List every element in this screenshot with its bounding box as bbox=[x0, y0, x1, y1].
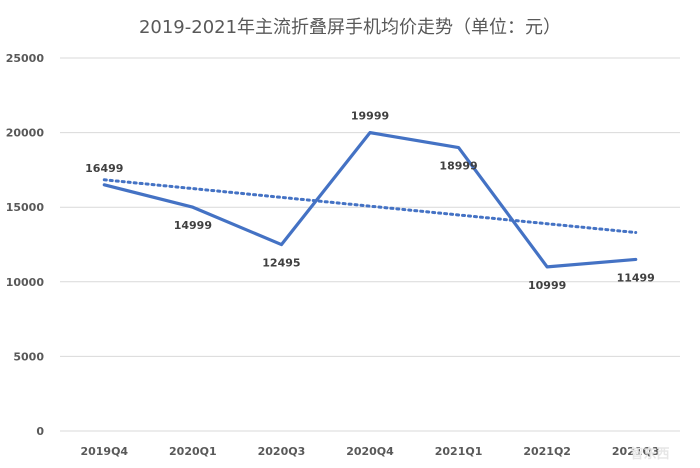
data-label: 10999 bbox=[528, 279, 566, 292]
trendline bbox=[102, 178, 638, 235]
x-tick-label: 2021Q2 bbox=[523, 445, 571, 458]
x-tick-label: 2021Q1 bbox=[435, 445, 483, 458]
data-label: 12495 bbox=[262, 257, 300, 270]
chart-title: 2019-2021年主流折叠屏手机均价走势（单位：元） bbox=[139, 17, 561, 38]
y-tick-label: 0 bbox=[36, 425, 44, 438]
y-tick-label: 10000 bbox=[6, 276, 45, 289]
x-tick-label: 2020Q3 bbox=[258, 445, 306, 458]
x-tick-label: 2020Q1 bbox=[169, 445, 217, 458]
data-label: 18999 bbox=[439, 160, 477, 173]
data-label: 19999 bbox=[351, 110, 389, 123]
watermark-text: 智东西 bbox=[630, 446, 669, 462]
data-label: 11499 bbox=[617, 271, 655, 284]
data-labels: 16499 14999 12495 19999 18999 10999 11499 bbox=[85, 110, 655, 292]
series-layer bbox=[102, 131, 638, 269]
y-tick-label: 20000 bbox=[6, 127, 45, 140]
y-axis-ticks: 0 5000 10000 15000 20000 25000 bbox=[6, 52, 45, 438]
x-axis-ticks: 2019Q4 2020Q1 2020Q3 2020Q4 2021Q1 2021Q2 2021… bbox=[80, 445, 659, 458]
x-tick-label: 2021Q3 bbox=[612, 445, 660, 458]
y-tick-label: 25000 bbox=[6, 52, 45, 65]
data-label: 16499 bbox=[85, 162, 123, 175]
y-tick-label: 5000 bbox=[13, 350, 44, 363]
data-label: 14999 bbox=[174, 219, 212, 232]
series-line bbox=[102, 131, 638, 269]
y-tick-label: 15000 bbox=[6, 201, 45, 214]
trendline-layer bbox=[102, 178, 638, 235]
x-tick-label: 2019Q4 bbox=[80, 445, 128, 458]
x-tick-label: 2020Q4 bbox=[346, 445, 394, 458]
